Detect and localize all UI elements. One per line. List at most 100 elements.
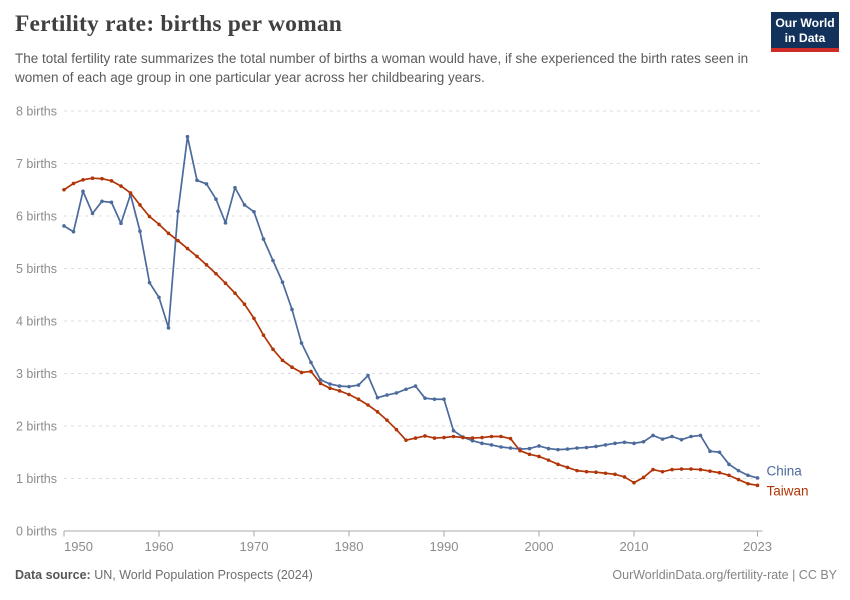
taiwan-point-1985[interactable] (394, 427, 399, 432)
china-point-1988[interactable] (423, 396, 427, 400)
china-point-2014[interactable] (670, 434, 674, 439)
china-point-1969[interactable] (242, 203, 247, 207)
taiwan-point-2018[interactable] (708, 469, 712, 473)
china-point-1952[interactable] (81, 189, 85, 194)
taiwan-point-2020[interactable] (727, 473, 731, 478)
taiwan-point-2011[interactable] (641, 475, 646, 480)
china-point-1965[interactable] (204, 182, 209, 186)
taiwan-point-1981[interactable] (356, 397, 361, 402)
taiwan-point-1957[interactable] (128, 191, 133, 195)
china-point-2009[interactable] (622, 440, 627, 445)
taiwan-point-2014[interactable] (670, 467, 674, 472)
china-point-2001[interactable] (546, 446, 551, 451)
china-point-1991[interactable] (451, 428, 456, 433)
taiwan-point-2004[interactable] (575, 468, 579, 473)
taiwan-point-2012[interactable] (651, 467, 655, 472)
taiwan-point-1965[interactable] (204, 263, 209, 267)
taiwan-point-2022[interactable] (746, 481, 750, 486)
series-label-taiwan[interactable]: Taiwan (767, 484, 809, 499)
china-point-1990[interactable] (442, 397, 446, 402)
taiwan-point-1990[interactable] (442, 435, 446, 440)
china-point-1981[interactable] (356, 383, 361, 387)
taiwan-point-1967[interactable] (223, 281, 228, 286)
china-point-2003[interactable] (565, 447, 570, 451)
taiwan-point-2019[interactable] (717, 470, 722, 475)
china-point-2020[interactable] (727, 462, 731, 467)
china-point-2013[interactable] (660, 437, 665, 441)
taiwan-point-1992[interactable] (461, 435, 465, 440)
china-point-1984[interactable] (385, 393, 389, 397)
china-point-2008[interactable] (613, 441, 617, 446)
taiwan-point-2017[interactable] (698, 467, 703, 472)
china-point-1980[interactable] (347, 384, 351, 389)
china-point-1982[interactable] (366, 373, 370, 378)
china-point-2022[interactable] (746, 473, 750, 478)
taiwan-point-1995[interactable] (489, 434, 494, 439)
taiwan-point-1989[interactable] (432, 436, 437, 440)
china-point-1963[interactable] (185, 134, 190, 139)
china-point-1976[interactable] (309, 360, 313, 365)
taiwan-point-1950[interactable] (62, 187, 66, 192)
taiwan-point-2002[interactable] (556, 462, 560, 467)
taiwan-point-1994[interactable] (480, 435, 484, 440)
china-point-2021[interactable] (736, 468, 741, 473)
china-point-1975[interactable] (299, 341, 304, 345)
taiwan-point-1978[interactable] (328, 386, 332, 391)
china-point-1951[interactable] (71, 229, 76, 234)
taiwan-point-1958[interactable] (138, 203, 142, 207)
taiwan-point-1960[interactable] (157, 222, 161, 227)
china-point-1970[interactable] (252, 210, 256, 214)
china-point-2017[interactable] (698, 433, 703, 438)
taiwan-point-1976[interactable] (309, 369, 313, 374)
china-point-1996[interactable] (499, 445, 503, 449)
china-point-1955[interactable] (109, 200, 114, 205)
china-point-1968[interactable] (233, 185, 237, 190)
taiwan-point-1974[interactable] (290, 365, 294, 370)
taiwan-point-1953[interactable] (90, 176, 95, 180)
china-point-1961[interactable] (166, 326, 171, 330)
taiwan-point-2010[interactable] (632, 480, 636, 485)
taiwan-point-1975[interactable] (299, 370, 304, 375)
china-point-1967[interactable] (223, 221, 228, 225)
taiwan-point-1970[interactable] (252, 316, 256, 321)
taiwan-point-1979[interactable] (337, 389, 342, 393)
china-point-1978[interactable] (328, 382, 332, 386)
china-point-1979[interactable] (337, 384, 342, 388)
china-point-1985[interactable] (394, 391, 399, 395)
china-point-1962[interactable] (176, 209, 180, 214)
china-point-2004[interactable] (575, 446, 579, 450)
taiwan-point-1987[interactable] (413, 436, 418, 440)
china-point-1999[interactable] (527, 446, 532, 451)
taiwan-point-1954[interactable] (100, 176, 104, 181)
taiwan-point-2003[interactable] (565, 465, 570, 470)
china-point-1993[interactable] (470, 438, 475, 443)
china-point-1972[interactable] (271, 258, 275, 263)
taiwan-point-1996[interactable] (499, 434, 503, 439)
china-point-2010[interactable] (632, 441, 636, 446)
china-point-2006[interactable] (594, 444, 598, 449)
china-point-1956[interactable] (119, 221, 123, 226)
china-point-1973[interactable] (280, 280, 285, 284)
taiwan-point-2016[interactable] (689, 467, 693, 471)
taiwan-point-2023[interactable] (755, 483, 760, 488)
taiwan-point-2000[interactable] (537, 454, 541, 459)
china-point-2005[interactable] (584, 445, 589, 450)
china-point-2000[interactable] (537, 444, 541, 448)
taiwan-line[interactable] (63, 177, 759, 487)
taiwan-point-2021[interactable] (736, 477, 741, 482)
taiwan-point-1993[interactable] (470, 436, 475, 440)
china-point-1966[interactable] (214, 197, 218, 201)
china-point-1983[interactable] (375, 395, 380, 400)
taiwan-point-1955[interactable] (109, 179, 114, 183)
china-point-1995[interactable] (489, 443, 494, 447)
taiwan-point-1968[interactable] (233, 291, 237, 295)
china-line[interactable] (63, 135, 759, 479)
china-point-2007[interactable] (603, 443, 608, 447)
taiwan-point-1959[interactable] (147, 214, 152, 219)
china-point-1960[interactable] (157, 295, 161, 300)
taiwan-point-2009[interactable] (622, 475, 627, 479)
taiwan-point-2006[interactable] (594, 470, 598, 475)
china-point-2012[interactable] (651, 433, 655, 438)
china-point-1964[interactable] (195, 178, 199, 183)
taiwan-point-1980[interactable] (347, 392, 351, 397)
